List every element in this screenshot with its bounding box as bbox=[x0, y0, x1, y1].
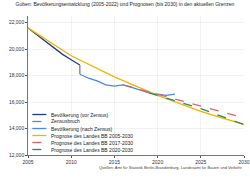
svg-text:Guben: Bevölkerungsentwicklung: Guben: Bevölkerungsentwicklung (2005-202… bbox=[16, 1, 235, 7]
svg-text:2015: 2015 bbox=[109, 159, 120, 165]
svg-text:Prognose des Landes BB 2005-20: Prognose des Landes BB 2005-2030 bbox=[51, 133, 133, 139]
svg-text:2030: 2030 bbox=[238, 159, 249, 165]
svg-text:Zensusbruch: Zensusbruch bbox=[51, 118, 80, 124]
svg-text:12,000: 12,000 bbox=[9, 152, 25, 158]
svg-text:Bevölkerung (nach Zensus): Bevölkerung (nach Zensus) bbox=[51, 126, 112, 132]
svg-text:2020: 2020 bbox=[152, 159, 163, 165]
svg-text:Quellen: Amt für Statistik Ber: Quellen: Amt für Statistik Berlin-Brande… bbox=[99, 165, 242, 170]
svg-text:2005: 2005 bbox=[22, 159, 33, 165]
svg-text:Bevölkerung (vor Zensus): Bevölkerung (vor Zensus) bbox=[51, 112, 109, 118]
svg-text:20,000: 20,000 bbox=[9, 46, 25, 52]
svg-text:2010: 2010 bbox=[66, 159, 77, 165]
svg-text:18,000: 18,000 bbox=[9, 72, 25, 78]
svg-text:22,000: 22,000 bbox=[9, 19, 25, 25]
svg-text:16,000: 16,000 bbox=[9, 99, 25, 105]
svg-text:Prognose des Landes BB 2020-20: Prognose des Landes BB 2020-2030 bbox=[51, 147, 133, 153]
svg-text:2025: 2025 bbox=[195, 159, 206, 165]
svg-text:14,000: 14,000 bbox=[9, 125, 25, 131]
svg-text:Prognose des Landes BB 2017-20: Prognose des Landes BB 2017-2030 bbox=[51, 140, 133, 146]
